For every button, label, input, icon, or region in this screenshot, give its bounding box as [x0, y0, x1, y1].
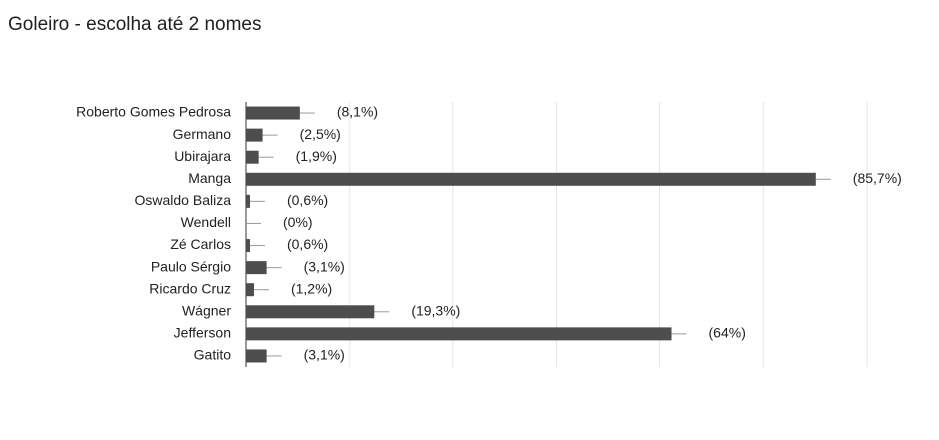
bar — [246, 194, 250, 208]
value-label: (3,1%) — [304, 347, 345, 363]
bar — [246, 150, 259, 164]
y-tick-label: Gatito — [194, 347, 232, 363]
value-label: (1,2%) — [291, 280, 332, 296]
value-label: (1,9%) — [296, 148, 337, 164]
value-label: (8,1%) — [337, 104, 378, 120]
y-tick-label: Oswaldo Baliza — [135, 192, 232, 208]
bar — [246, 172, 816, 186]
bar — [246, 128, 263, 142]
value-label: (3,1%) — [304, 258, 345, 274]
value-label: (2,5%) — [300, 126, 341, 142]
y-tick-label: Roberto Gomes Pedrosa — [76, 104, 231, 120]
y-tick-label: Jefferson — [174, 325, 231, 341]
value-label: (85,7%) — [853, 170, 902, 186]
chart-title: Goleiro - escolha até 2 nomes — [8, 14, 261, 35]
y-tick-label: Wendell — [181, 214, 231, 230]
y-tick-label: Manga — [188, 170, 231, 186]
y-tick-label: Wágner — [182, 302, 231, 318]
bar — [246, 327, 672, 341]
y-tick-label: Paulo Sérgio — [151, 258, 231, 274]
bar — [246, 305, 375, 319]
value-label: (64%) — [709, 325, 746, 341]
value-label: (19,3%) — [411, 302, 460, 318]
bar — [246, 283, 254, 297]
value-label: (0%) — [283, 214, 313, 230]
y-tick-label: Ubirajara — [174, 148, 231, 164]
bar — [246, 239, 250, 253]
bar — [246, 106, 300, 120]
value-label: (0,6%) — [287, 192, 328, 208]
y-tick-label: Zé Carlos — [170, 236, 231, 252]
bar — [246, 261, 267, 275]
y-tick-label: Germano — [173, 126, 232, 142]
value-label: (0,6%) — [287, 236, 328, 252]
y-tick-label: Ricardo Cruz — [149, 280, 231, 296]
bar — [246, 349, 267, 363]
